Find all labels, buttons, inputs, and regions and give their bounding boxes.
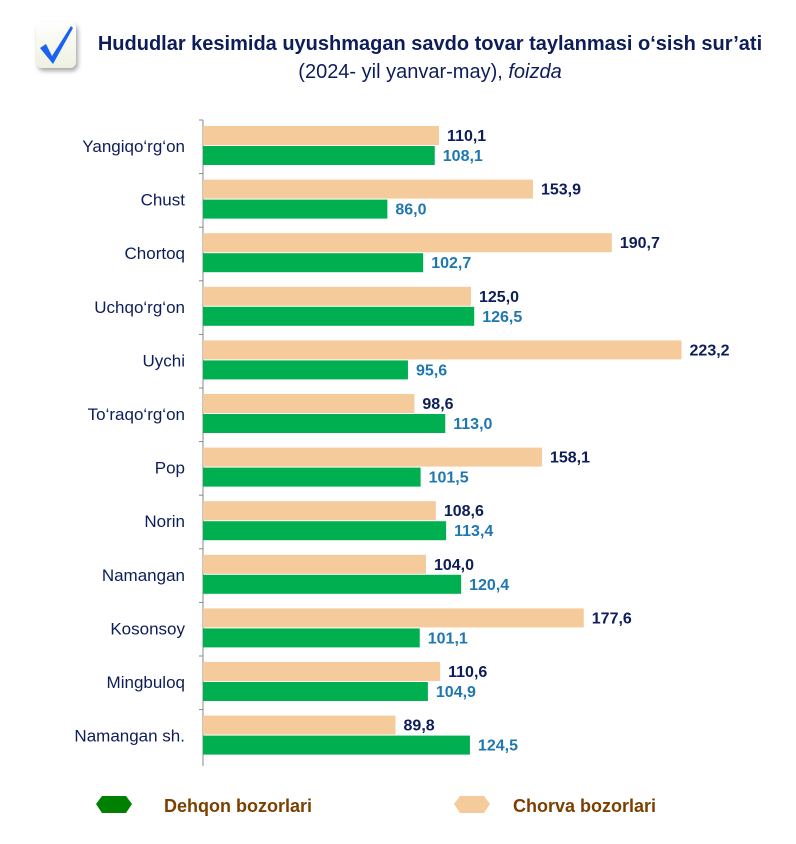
bar-chorva <box>203 394 415 413</box>
bar-dehqon <box>203 360 408 380</box>
data-label: 124,5 <box>478 738 518 755</box>
data-label: 110,1 <box>447 128 486 145</box>
data-label: 190,7 <box>620 235 660 252</box>
data-label: 108,6 <box>444 503 484 520</box>
data-label: 101,1 <box>428 630 468 647</box>
category-label: Kosonsoy <box>110 619 185 638</box>
data-label: 89,8 <box>404 718 435 735</box>
data-label: 104,9 <box>436 684 476 701</box>
bar-chorva <box>203 233 612 253</box>
category-label: Namangan <box>102 566 185 585</box>
data-label: 177,6 <box>592 610 632 627</box>
bar-dehqon <box>203 199 388 219</box>
bar-dehqon <box>203 521 447 541</box>
bar-dehqon <box>203 628 420 648</box>
data-label: 86,0 <box>395 202 426 219</box>
bar-dehqon <box>203 306 475 326</box>
bar-dehqon <box>203 253 424 273</box>
data-label: 108,1 <box>443 148 483 165</box>
bar-chorva <box>203 286 471 306</box>
bar-chorva <box>203 447 542 467</box>
category-label: Mingbuloq <box>107 673 185 692</box>
checkmark-icon <box>36 22 76 68</box>
data-label: 104,0 <box>434 557 474 574</box>
category-label: To‘raqo‘rg‘on <box>88 405 185 424</box>
bar-dehqon <box>203 414 446 433</box>
bar-chorva <box>203 501 436 521</box>
bar-chorva <box>203 554 426 574</box>
chart-title: Hududlar kesimida uyushmagan savdo tovar… <box>97 33 763 83</box>
data-label: 110,6 <box>448 664 487 681</box>
category-label: Pop <box>155 459 185 478</box>
legend-swatch <box>96 796 132 813</box>
bar-chorva <box>203 608 584 628</box>
category-label: Chortoq <box>125 244 185 263</box>
data-label: 125,0 <box>479 289 519 306</box>
bar-dehqon <box>203 146 435 165</box>
category-label: Uchqo‘rg‘on <box>94 298 185 317</box>
data-label: 95,6 <box>416 362 447 379</box>
bar-dehqon <box>203 467 421 487</box>
data-label: 113,0 <box>453 416 492 433</box>
data-label: 98,6 <box>422 396 453 413</box>
bar-chorva <box>203 662 441 681</box>
data-label: 120,4 <box>469 577 509 594</box>
data-label: 153,9 <box>541 182 581 199</box>
bar-dehqon <box>203 735 470 755</box>
category-label: Norin <box>144 512 185 531</box>
category-label: Uychi <box>142 351 185 370</box>
data-label: 126,5 <box>482 309 522 326</box>
legend-label: Dehqon bozorlari <box>164 796 312 816</box>
data-label: 158,1 <box>550 450 590 467</box>
bar-chorva <box>203 340 682 360</box>
data-label: 113,4 <box>454 523 493 540</box>
bar-chorva <box>203 179 533 199</box>
legend-swatch <box>454 796 490 813</box>
category-label: Chust <box>141 191 186 210</box>
bar-dehqon <box>203 574 462 594</box>
legend-label: Chorva bozorlari <box>513 796 656 816</box>
category-label: Namangan sh. <box>74 727 185 746</box>
data-label: 223,2 <box>690 342 730 359</box>
bar-chorva <box>203 126 440 145</box>
category-label: Yangiqo‘rg‘on <box>82 137 185 156</box>
data-label: 101,5 <box>429 470 469 487</box>
bar-dehqon <box>203 682 428 701</box>
bar-chorva <box>203 715 396 735</box>
data-label: 102,7 <box>431 255 471 272</box>
